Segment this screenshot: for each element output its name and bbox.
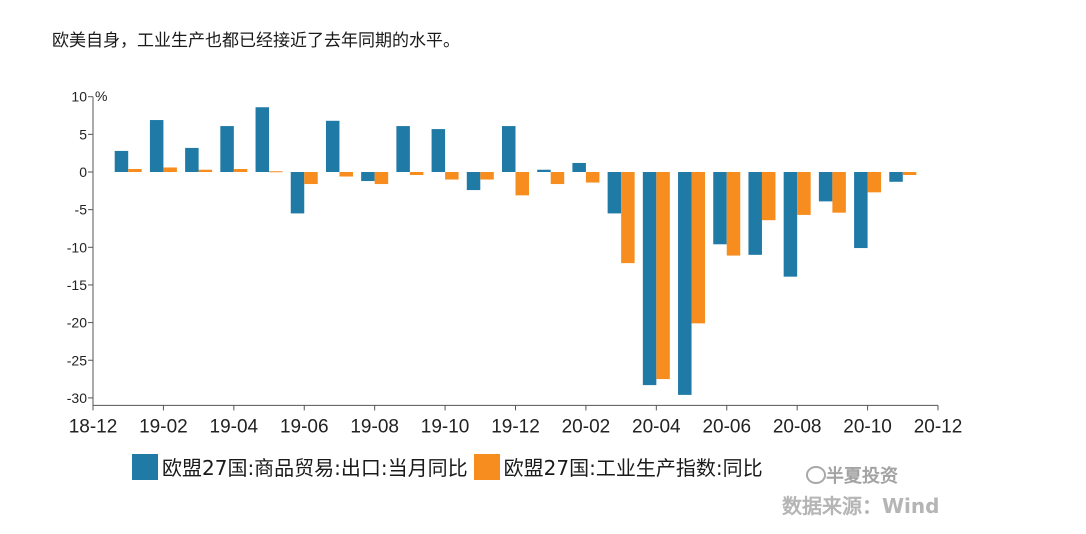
y-tick-label: -5 bbox=[75, 202, 88, 218]
x-tick-label: 18-12 bbox=[69, 416, 118, 437]
bar-industrial-19-05 bbox=[269, 171, 283, 173]
legend-swatch-exports bbox=[132, 453, 158, 480]
legend-label-industrial: 欧盟27国:工业生产指数:同比 bbox=[503, 456, 763, 480]
x-tick-label: 19-04 bbox=[210, 416, 259, 437]
bar-exports-20-11 bbox=[889, 172, 903, 182]
bar-exports-19-09 bbox=[396, 126, 410, 172]
x-tick-label: 19-08 bbox=[350, 416, 399, 437]
bar-industrial-19-02 bbox=[163, 167, 177, 172]
bar-industrial-19-11 bbox=[480, 172, 494, 180]
bar-exports-20-04 bbox=[642, 172, 657, 386]
bar-industrial-20-01 bbox=[550, 172, 565, 185]
bar-exports-19-06 bbox=[290, 172, 305, 214]
bar-exports-19-03 bbox=[185, 147, 199, 172]
bar-industrial-20-03 bbox=[621, 172, 635, 264]
bar-industrial-20-11 bbox=[902, 172, 917, 176]
x-tick-label: 20-08 bbox=[773, 416, 822, 437]
x-tick-label: 19-06 bbox=[280, 416, 329, 437]
bar-industrial-20-02 bbox=[585, 172, 600, 183]
bar-industrial-19-03 bbox=[198, 169, 213, 172]
x-tick-label: 19-10 bbox=[421, 416, 470, 437]
bar-exports-19-11 bbox=[466, 172, 481, 191]
bar-exports-20-03 bbox=[607, 172, 622, 214]
x-tick-label: 19-02 bbox=[139, 416, 188, 437]
bar-industrial-19-07 bbox=[339, 172, 353, 177]
x-tick-label: 20-12 bbox=[914, 416, 963, 437]
bar-industrial-19-04 bbox=[233, 168, 248, 172]
bar-exports-19-05 bbox=[255, 107, 270, 172]
bar-exports-20-02 bbox=[572, 162, 586, 172]
bar-exports-19-10 bbox=[431, 129, 446, 172]
bar-exports-19-08 bbox=[361, 172, 375, 182]
bar-industrial-20-06 bbox=[726, 172, 741, 256]
y-tick-label: -30 bbox=[67, 390, 87, 406]
bar-industrial-19-08 bbox=[374, 172, 389, 185]
y-tick-label: -10 bbox=[67, 239, 87, 255]
y-tick-label: -20 bbox=[67, 315, 87, 331]
bar-exports-20-05 bbox=[678, 172, 692, 395]
bar-exports-19-01 bbox=[114, 150, 129, 172]
bar-exports-20-08 bbox=[783, 172, 798, 277]
bar-industrial-19-12 bbox=[515, 172, 529, 196]
bar-industrial-20-10 bbox=[867, 172, 882, 193]
y-tick-label: -15 bbox=[67, 277, 87, 293]
bar-exports-20-07 bbox=[748, 172, 762, 255]
bar-industrial-20-08 bbox=[797, 172, 811, 215]
legend-label-exports: 欧盟27国:商品贸易:出口:当月同比 bbox=[162, 456, 468, 480]
legend-item-industrial: 欧盟27国:工业生产指数:同比 bbox=[473, 452, 763, 481]
bar-industrial-20-07 bbox=[761, 172, 776, 221]
y-unit-label: % bbox=[95, 88, 107, 104]
legend-swatch-industrial bbox=[473, 453, 500, 480]
watermark: 半夏投资 bbox=[826, 466, 898, 487]
bar-exports-19-07 bbox=[325, 120, 340, 172]
intro-text: 欧美自身，工业生产也都已经接近了去年同期的水平。 bbox=[52, 31, 460, 51]
bar-industrial-19-06 bbox=[304, 172, 318, 185]
bar-industrial-20-09 bbox=[832, 172, 846, 213]
x-tick-label: 20-10 bbox=[843, 416, 892, 437]
y-tick-label: 10 bbox=[71, 89, 87, 105]
bar-exports-19-04 bbox=[220, 126, 234, 172]
chart-legend: 欧盟27国:商品贸易:出口:当月同比 欧盟27国:工业生产指数:同比 bbox=[132, 452, 769, 481]
legend-item-exports: 欧盟27国:商品贸易:出口:当月同比 bbox=[132, 452, 468, 481]
bar-exports-19-02 bbox=[149, 120, 164, 172]
bar-industrial-19-01 bbox=[128, 168, 142, 172]
bar-industrial-20-04 bbox=[656, 172, 670, 380]
bar-exports-20-10 bbox=[854, 172, 868, 249]
y-tick-label: 5 bbox=[79, 126, 87, 142]
x-tick-label: 20-04 bbox=[632, 416, 681, 437]
bar-exports-20-09 bbox=[818, 172, 833, 202]
source-note: 数据来源：Wind bbox=[782, 494, 940, 518]
y-tick-label: -25 bbox=[67, 352, 87, 368]
bar-industrial-19-09 bbox=[409, 172, 424, 176]
bar-exports-20-06 bbox=[713, 172, 727, 245]
bar-industrial-19-10 bbox=[445, 172, 459, 180]
x-tick-label: 20-06 bbox=[702, 416, 751, 437]
bar-exports-19-12 bbox=[502, 126, 516, 172]
bar-industrial-20-05 bbox=[691, 172, 706, 324]
y-tick-label: 0 bbox=[79, 164, 87, 180]
x-tick-label: 20-02 bbox=[562, 416, 611, 437]
bar-exports-20-01 bbox=[537, 169, 551, 172]
wechat-icon bbox=[806, 466, 826, 484]
x-tick-label: 19-12 bbox=[491, 416, 540, 437]
